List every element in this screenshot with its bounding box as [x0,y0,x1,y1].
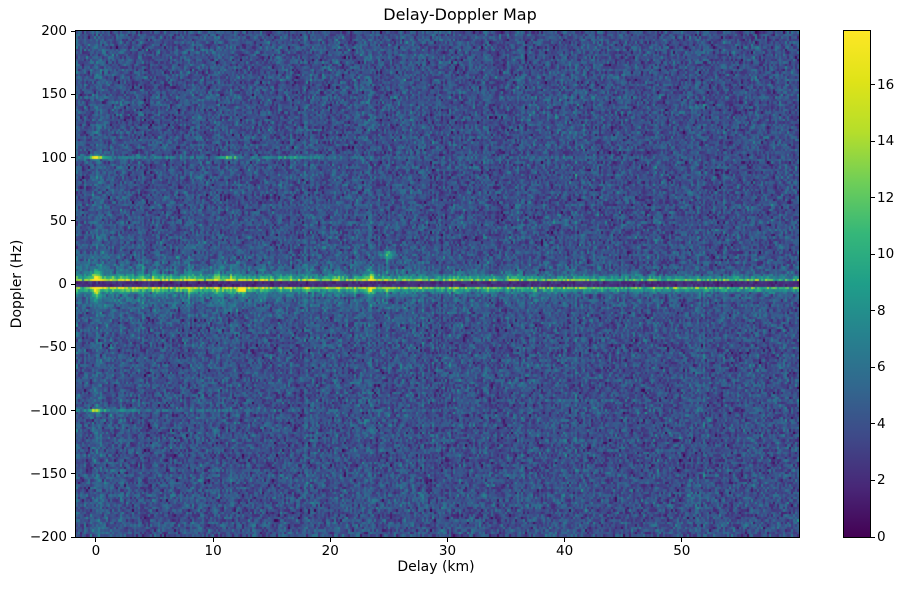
y-tick-label: −50 [38,339,68,356]
y-tick-mark [71,30,75,32]
colorbar-tick-mark [871,84,875,86]
y-tick-label: 0 [58,276,67,292]
x-tick-mark [564,538,566,542]
y-tick-mark [71,157,75,158]
colorbar-tick-label: 12 [877,189,895,206]
y-tick-mark [71,536,75,538]
colorbar-tick-mark [871,536,875,538]
y-tick-mark [71,473,75,475]
colorbar-tick-mark [871,423,875,425]
colorbar-tick-label: 8 [877,302,886,319]
x-tick-mark [329,538,331,542]
colorbar-tick-label: 0 [877,529,886,545]
heatmap-canvas [76,31,799,537]
colorbar-tick-mark [871,310,875,312]
y-tick-label: 200 [41,23,67,39]
y-tick-label: −150 [29,465,67,482]
x-axis-label: Delay (km) [397,559,475,575]
y-tick-label: 100 [41,149,67,166]
colorbar-tick-label: 2 [877,472,886,489]
x-tick-label: 20 [321,543,339,559]
y-tick-label: 150 [41,86,67,103]
y-tick-mark [71,410,75,411]
y-tick-mark [71,346,75,348]
colorbar-tick-mark [871,366,875,368]
y-tick-label: −100 [29,402,67,419]
colorbar-tick-label: 10 [877,246,895,263]
y-tick-mark [71,93,75,95]
colorbar-tick-label: 6 [877,359,886,376]
colorbar-tick-label: 4 [877,415,886,432]
x-tick-label: 30 [438,543,457,559]
colorbar-tick-mark [871,479,875,481]
colorbar-tick-label: 16 [877,76,895,93]
y-tick-mark [71,283,75,285]
x-tick-label: 0 [91,543,101,559]
colorbar-tick-label: 14 [877,133,895,150]
colorbar-tick-mark [871,197,875,199]
colorbar-tick-mark [871,140,875,142]
x-tick-label: 10 [204,543,222,559]
plot-area [75,30,800,538]
x-tick-mark [681,538,683,542]
y-tick-label: −200 [29,529,67,545]
colorbar [843,30,871,538]
y-tick-label: 50 [49,212,67,229]
y-tick-mark [71,220,75,222]
x-tick-label: 50 [673,543,691,559]
x-tick-label: 40 [556,543,574,559]
x-tick-mark [95,538,97,542]
x-tick-mark [446,538,448,542]
colorbar-tick-mark [871,253,875,255]
x-tick-mark [212,538,214,542]
plot-title: Delay-Doppler Map [383,5,537,24]
